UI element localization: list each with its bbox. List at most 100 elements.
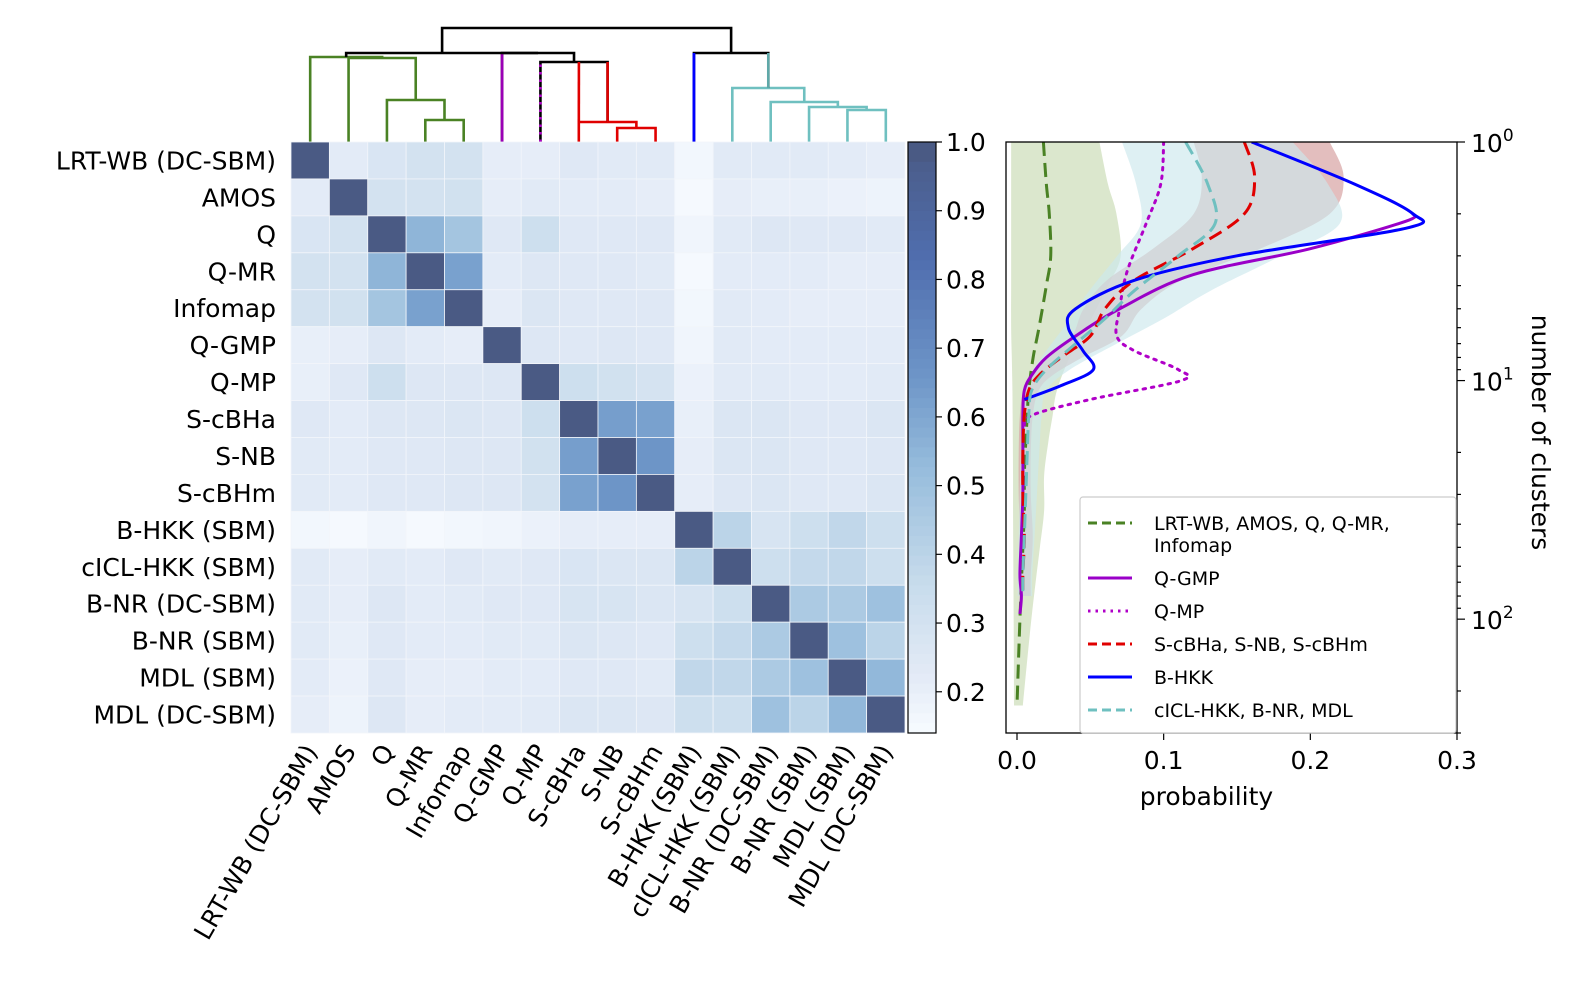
- heatmap-cell: [597, 584, 637, 623]
- y-tick-exponent: 0: [1503, 126, 1514, 146]
- heatmap-cell: [328, 400, 369, 438]
- heatmap-cell: [674, 363, 714, 401]
- heatmap-cell: [789, 474, 829, 512]
- heatmap-cell: [559, 289, 599, 328]
- heatmap-cell: [789, 621, 829, 660]
- heatmap-cell: [866, 474, 906, 512]
- row-label: LRT-WB (DC-SBM): [56, 146, 276, 175]
- legend: LRT-WB, AMOS, Q, Q-MR,Infomap Q-GMP Q-MP S-…: [1079, 496, 1457, 734]
- colorbar-segment: [908, 506, 936, 517]
- heatmap-cell: [789, 658, 829, 697]
- heatmap-cell: [635, 400, 676, 438]
- heatmap-cell: [635, 363, 676, 401]
- row-label: Q-MR: [208, 257, 276, 286]
- heatmap-cell: [866, 547, 906, 586]
- row-label: S-cBHa: [186, 405, 276, 434]
- colorbar-segment: [908, 536, 936, 547]
- heatmap-cell: [328, 547, 369, 586]
- dendrogram: [308, 26, 888, 142]
- heatmap-cell: [597, 695, 637, 734]
- heatmap-cell: [328, 252, 369, 291]
- heatmap-cell: [635, 141, 676, 180]
- heatmap-cell: [751, 510, 791, 549]
- heatmap-cell: [290, 474, 330, 512]
- heatmap-cell: [559, 215, 599, 254]
- heatmap-cell: [827, 474, 868, 512]
- heatmap-cell: [712, 215, 752, 254]
- series-line: [1023, 142, 1426, 401]
- heatmap-cell: [827, 363, 868, 401]
- series-line: [1021, 142, 1219, 597]
- y-tick-label: 102: [1471, 603, 1514, 635]
- heatmap-cell: [635, 584, 676, 623]
- heatmap-cell: [866, 252, 906, 291]
- heatmap-cell: [367, 252, 407, 291]
- colorbar-segment: [908, 250, 936, 261]
- heatmap-cell: [328, 474, 369, 512]
- heatmap-cell: [712, 252, 752, 291]
- colorbar-segment: [908, 339, 936, 350]
- heatmap-cell: [290, 437, 330, 475]
- heatmap-cell: [789, 178, 829, 217]
- legend-label: cICL-HKK, B-NR, MDL: [1154, 700, 1353, 722]
- heatmap-cell: [328, 510, 369, 549]
- heatmap-cell: [328, 363, 369, 401]
- heatmap-cell: [520, 437, 561, 475]
- colorbar-segment: [908, 329, 936, 340]
- heatmap-cell: [712, 474, 752, 512]
- heatmap-cell: [559, 695, 599, 734]
- heatmap-cell: [789, 215, 829, 254]
- heatmap-cell: [444, 658, 484, 697]
- heatmap-cell: [674, 658, 714, 697]
- heatmap-cell: [866, 621, 906, 660]
- heatmap-cell: [290, 326, 330, 365]
- heatmap-cell: [559, 621, 599, 660]
- heatmap-cell: [597, 437, 637, 475]
- heatmap-cell: [559, 178, 599, 217]
- heatmap-cell: [751, 252, 791, 291]
- heatmap-cell: [520, 215, 561, 254]
- legend-box: [1079, 496, 1457, 734]
- heatmap-cell: [367, 289, 407, 328]
- heatmap-cell: [674, 400, 714, 438]
- colorbar-segment: [908, 417, 936, 429]
- dendrogram-link: [731, 86, 806, 142]
- heatmap-cell: [827, 510, 868, 549]
- heatmap-cell: [789, 326, 829, 365]
- heatmap-cell: [444, 474, 484, 512]
- heatmap-cell: [827, 621, 868, 660]
- y-tick-exponent: 2: [1503, 603, 1514, 623]
- heatmap-cell: [712, 547, 752, 586]
- heatmap-cell: [866, 695, 906, 734]
- colorbar-segment: [908, 319, 936, 330]
- confidence-bands: [1011, 142, 1344, 706]
- heatmap-cell: [712, 584, 752, 623]
- row-label: S-cBHm: [177, 479, 276, 508]
- heatmap-cell: [559, 252, 599, 291]
- heatmap-cell: [674, 547, 714, 586]
- heatmap-cell: [712, 695, 752, 734]
- heatmap-cell: [789, 141, 829, 180]
- heatmap-cell: [328, 326, 369, 365]
- colorbar-tick-label: 0.3: [946, 609, 986, 638]
- column-label: Q: [365, 740, 400, 772]
- heatmap-cell: [444, 141, 484, 180]
- colorbar-segment: [908, 407, 936, 419]
- heatmap-cell: [674, 252, 714, 291]
- heatmap-cell: [751, 400, 791, 438]
- heatmap-cell: [559, 584, 599, 623]
- dendrogram-link: [500, 51, 576, 142]
- heatmap-cell: [635, 437, 676, 475]
- heatmap-cell: [328, 621, 369, 660]
- heatmap-cell: [520, 474, 561, 512]
- colorbar-segment: [908, 713, 936, 724]
- heatmap-cell: [444, 437, 484, 475]
- heatmap-cell: [789, 289, 829, 328]
- heatmap-cell: [866, 178, 906, 217]
- heatmap-cell: [520, 326, 561, 365]
- heatmap-cell: [827, 584, 868, 623]
- heatmap-cell: [444, 178, 484, 217]
- colorbar-tick-label: 0.6: [946, 403, 986, 432]
- heatmap-cell: [866, 437, 906, 475]
